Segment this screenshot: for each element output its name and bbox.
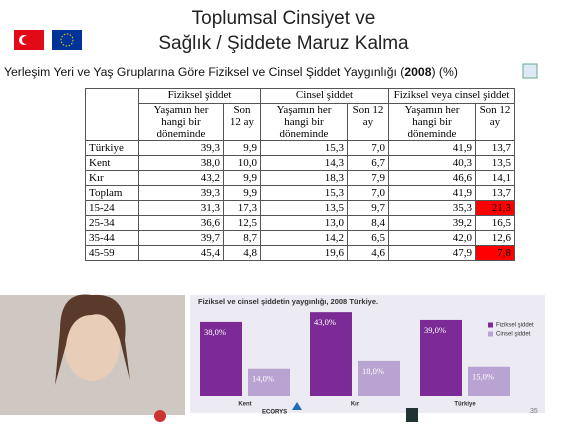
- corner-cell: [85, 88, 139, 141]
- legend-label: Cinsel şiddet: [496, 332, 531, 338]
- logo: [522, 63, 538, 79]
- bar: [420, 319, 462, 396]
- legend-swatch: [488, 322, 493, 328]
- subtitle-year: 2008: [404, 65, 432, 79]
- column-header: Yaşamın her hangi bir döneminde: [138, 103, 224, 141]
- value-cell: 21,3: [475, 200, 515, 216]
- data-table: Fiziksel şiddet Cinsel şiddet Fiziksel vey…: [85, 88, 515, 261]
- value-cell: 13,7: [475, 140, 515, 156]
- bar-label: 18,0%: [362, 366, 384, 376]
- logo-icon: [292, 402, 302, 410]
- value-cell: 39,7: [138, 230, 224, 246]
- bar: [468, 366, 510, 396]
- bar: [358, 360, 400, 396]
- table-row: Türkiye 39,3 9,9 15,3 7,0 41,9 13,7: [85, 140, 515, 156]
- value-cell: 7,0: [347, 140, 389, 156]
- value-cell: 7,8: [475, 245, 515, 261]
- table-row: 25-34 36,6 12,5 13,0 8,4 39,2 16,5: [85, 215, 515, 231]
- row-label: Türkiye: [85, 140, 139, 156]
- title-line: Toplumsal Cinsiyet ve: [191, 8, 376, 29]
- bar: [248, 368, 290, 396]
- bar-label: 43,0%: [314, 317, 336, 327]
- value-cell: 9,9: [223, 140, 261, 156]
- title-line: Sağlık / Şiddete Maruz Kalma: [158, 33, 409, 54]
- subtitle-text: ) (%): [431, 65, 458, 79]
- column-header: Son 12 ay: [475, 103, 515, 141]
- flag-tr-moon: [22, 36, 30, 44]
- logo: [154, 410, 166, 422]
- value-cell: 16,5: [475, 215, 515, 231]
- flag-eu: [52, 30, 82, 50]
- column-header: Son 12 ay: [223, 103, 261, 141]
- column-header: Yaşamın her hangi bir döneminde: [260, 103, 348, 141]
- value-cell: 39,2: [388, 215, 476, 231]
- table-row: Kır 43,2 9,9 18,3 7,9 46,6 14,1: [85, 170, 515, 186]
- logo: [406, 408, 418, 422]
- value-cell: 39,3: [138, 140, 224, 156]
- legend-label: Fiziksel şiddet: [496, 323, 534, 329]
- value-cell: 19,6: [260, 245, 348, 261]
- category-label: Kent: [238, 402, 251, 408]
- bar: [310, 312, 352, 396]
- flag-eu-stars: [60, 33, 74, 47]
- value-cell: 4,6: [347, 245, 389, 261]
- subtitle-text: Yerleşim Yeri ve Yaş Gruplarına Göre Fiz…: [4, 65, 405, 79]
- category-label: Kır: [351, 402, 360, 408]
- bar-label: 39,0%: [424, 325, 446, 335]
- category-label: Türkiye: [454, 402, 476, 408]
- value-cell: 47,9: [388, 245, 476, 261]
- value-cell: 4,8: [223, 245, 261, 261]
- chart-title: Fiziksel ve cinsel şiddetin yaygınlığı, …: [198, 297, 378, 306]
- bar: [200, 321, 242, 396]
- logo-text: ECORYS: [262, 410, 287, 416]
- column-header: Son 12 ay: [347, 103, 389, 141]
- row-label: 45-59: [85, 245, 139, 261]
- value-cell: 12,6: [475, 230, 515, 246]
- value-cell: 10,0: [223, 155, 261, 171]
- bar-label: 15,0%: [472, 372, 494, 382]
- page-number: 35: [530, 408, 538, 415]
- bar-label: 38,0%: [204, 327, 226, 337]
- photo-hair: [55, 294, 130, 385]
- value-cell: 13,7: [475, 185, 515, 201]
- table-row: Toplam 39,3 9,9 15,3 7,0 41,9 13,7: [85, 185, 515, 201]
- table-row: Kent 38,0 10,0 14,3 6,7 40,3 13,5: [85, 155, 515, 171]
- bar-label: 14,0%: [252, 374, 274, 384]
- subtitle: Yerleşim Yeri ve Yaş Gruplarına Göre Fiz…: [4, 65, 458, 79]
- legend-swatch: [488, 331, 493, 337]
- table-row: 45-59 45,4 4,8 19,6 4,6 47,9 7,8: [85, 245, 515, 261]
- photo-face: [64, 309, 120, 381]
- value-cell: 18,3: [260, 170, 348, 186]
